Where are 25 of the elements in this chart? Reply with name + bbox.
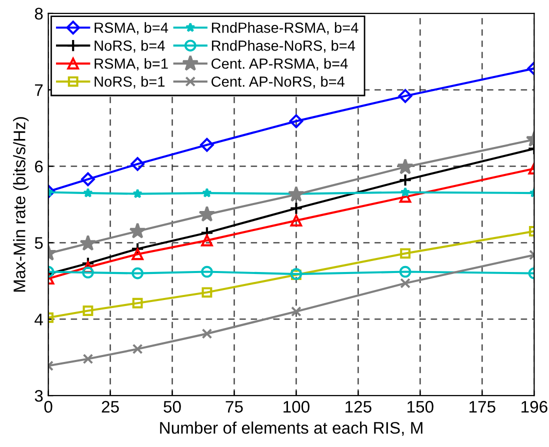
y-axis-title: Max-Min rate (bits/s/Hz): [13, 117, 29, 292]
legend-label: RSMA, b=1: [94, 58, 168, 71]
legend-label: RndPhase-NoRS, b=4: [212, 40, 356, 53]
x-axis-title: Number of elements at each RIS, M: [160, 422, 422, 436]
legend-label: Cent. AP-NoRS, b=4: [212, 76, 345, 89]
x-tick-label: 50: [164, 400, 181, 413]
y-tick-label: 4: [34, 314, 43, 326]
legend-label: Cent. AP-RSMA, b=4: [212, 58, 348, 71]
x-tick-label: 150: [408, 400, 434, 413]
y-tick-label: 5: [34, 237, 43, 249]
x-tick-label: 0: [44, 400, 52, 413]
x-tick-label: 196: [522, 400, 548, 413]
legend-label: RndPhase-RSMA, b=4: [212, 22, 358, 35]
legend-label: RSMA, b=4: [94, 22, 168, 35]
legend-label: NoRS, b=4: [94, 40, 165, 53]
x-tick-label: 25: [102, 400, 119, 413]
y-tick-label: 6: [35, 160, 43, 172]
x-tick-label: 175: [469, 401, 496, 413]
y-tick-label: 3: [34, 390, 43, 402]
x-tick-label: 75: [226, 401, 243, 413]
x-tick-label: 125: [346, 400, 372, 413]
legend-label: NoRS, b=1: [94, 76, 165, 89]
y-tick-label: 7: [35, 84, 43, 96]
y-tick-label: 8: [34, 8, 43, 20]
x-tick-label: 100: [284, 400, 310, 413]
